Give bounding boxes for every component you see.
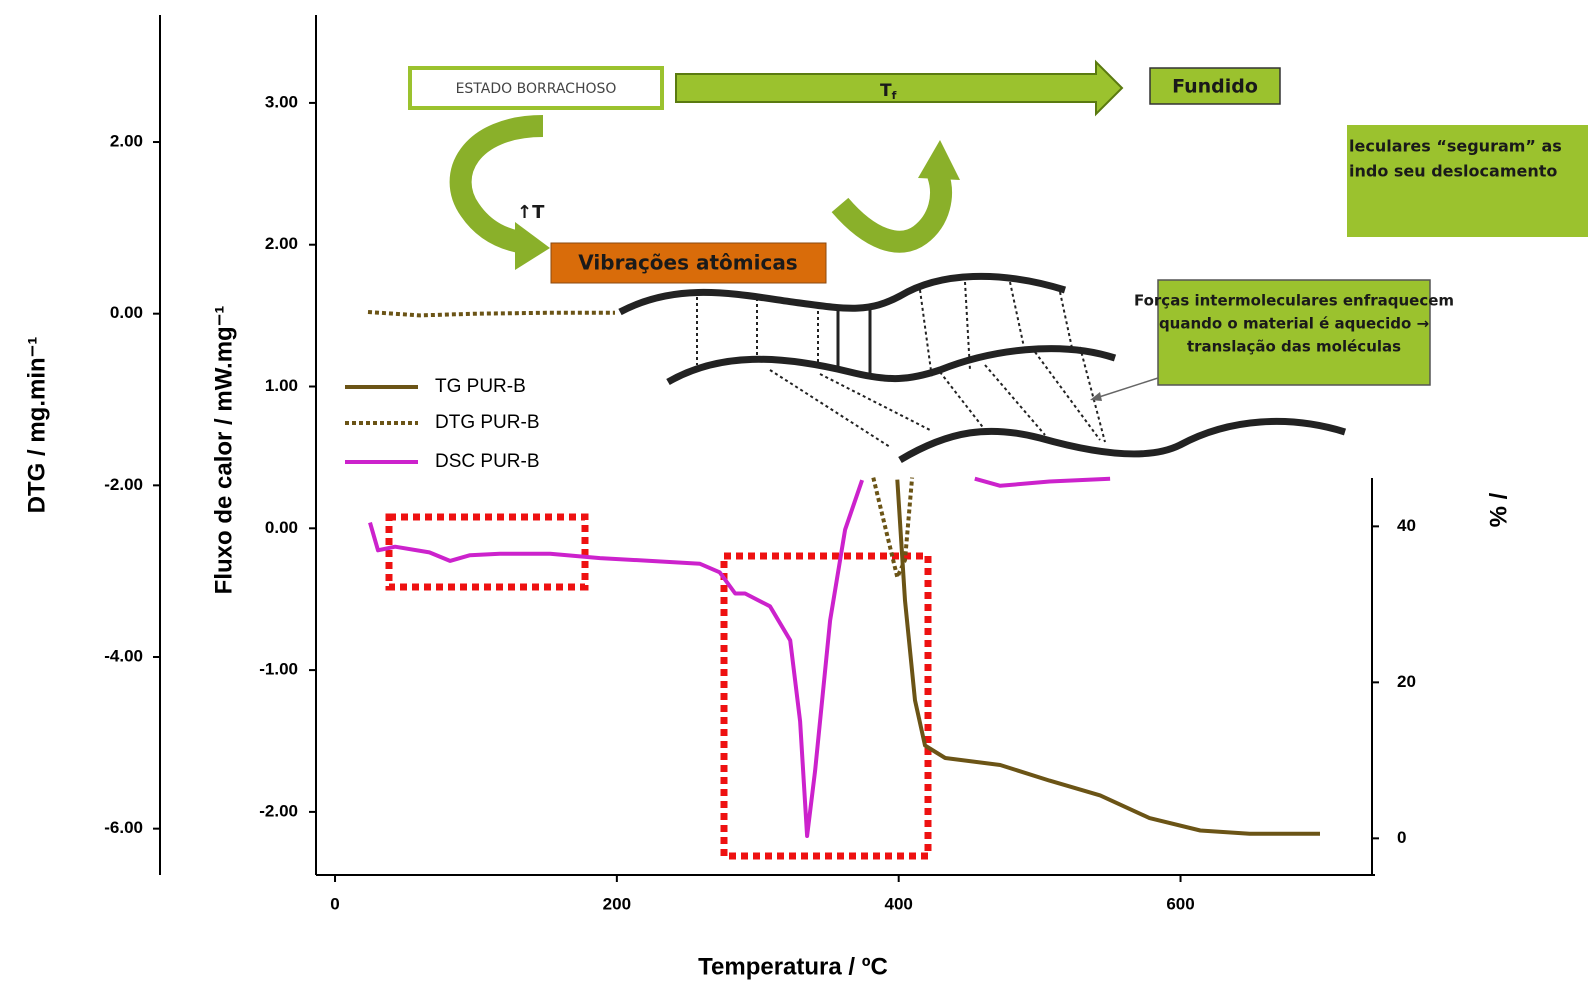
y2-axis-title: DTG / mg.min⁻¹ xyxy=(23,337,50,514)
y-tick-label: 3.00 xyxy=(265,92,298,111)
y-tick-label: -1.00 xyxy=(259,660,298,679)
y-tick-label: 40 xyxy=(1397,516,1416,535)
tf-arrow xyxy=(675,59,1124,117)
chain-diagram xyxy=(618,272,1347,464)
y-tick-label: 1.00 xyxy=(265,376,298,395)
rubbery-label: ESTADO BORRACHOSO xyxy=(456,81,617,97)
y-tick-label: 0 xyxy=(1397,828,1406,847)
legend-label: DTG PUR-B xyxy=(435,412,540,433)
hold-line: indo seu deslocamento xyxy=(1349,162,1557,181)
forces-box xyxy=(1157,279,1431,386)
forces-line: Forças intermoleculares enfraquecem xyxy=(1134,292,1454,310)
y-tick-label: 2.00 xyxy=(110,132,143,151)
series-line xyxy=(895,479,1320,836)
highlight-box xyxy=(385,513,589,591)
x-tick-label: 0 xyxy=(330,894,339,913)
tf-sub: f xyxy=(892,89,897,102)
vibrations-box xyxy=(550,242,827,284)
curved-arrow-head xyxy=(515,222,550,270)
y-axis-title: Fluxo de calor / mW.mg⁻¹ xyxy=(210,306,237,595)
x-tick-label: 600 xyxy=(1166,894,1194,913)
data-layer xyxy=(367,310,1320,838)
y-tick-label: -2.00 xyxy=(104,475,143,494)
rubbery-box xyxy=(408,66,664,110)
vibrations-label: Vibrações atômicas xyxy=(578,251,797,275)
curved-arrow-head xyxy=(918,140,960,180)
y-tick-label: 2.00 xyxy=(265,234,298,253)
pointer-head xyxy=(1090,392,1102,401)
y-tick-label: 0.00 xyxy=(265,518,298,537)
forces-line: quando o material é aquecido → xyxy=(1159,315,1429,333)
x-tick-label: 400 xyxy=(885,894,913,913)
y-tick-label: -4.00 xyxy=(104,646,143,665)
legend-label: TG PUR-B xyxy=(435,376,526,397)
curved-arrow xyxy=(449,115,544,254)
curved-arrow xyxy=(831,171,952,253)
series-line xyxy=(367,310,915,580)
hold-line: leculares “seguram” as xyxy=(1349,137,1562,156)
melt-box xyxy=(1149,67,1281,105)
temp-up-label: ↑T xyxy=(517,202,545,223)
highlight-box xyxy=(720,552,932,860)
series-line xyxy=(368,476,1111,838)
tf-label: Tf xyxy=(880,81,897,102)
pointer-line xyxy=(1095,377,1159,399)
y-tick-label: 20 xyxy=(1397,672,1416,691)
y-tick-label: -2.00 xyxy=(259,801,298,820)
melt-label: Fundido xyxy=(1172,76,1258,98)
y-tick-label: -6.00 xyxy=(104,818,143,837)
forces-line: translação das moléculas xyxy=(1187,338,1401,356)
legend-label: DSC PUR-B xyxy=(435,451,540,472)
y3-axis-title: % / xyxy=(1485,492,1512,527)
hold-box xyxy=(1347,125,1588,237)
y-tick-label: 0.00 xyxy=(110,303,143,322)
hold-text: leculares “seguram” as indo seu deslocam… xyxy=(1349,137,1562,181)
tf-main: T xyxy=(880,81,892,101)
x-tick-label: 200 xyxy=(603,894,631,913)
x-axis-title: Temperatura / ºC xyxy=(698,953,888,980)
